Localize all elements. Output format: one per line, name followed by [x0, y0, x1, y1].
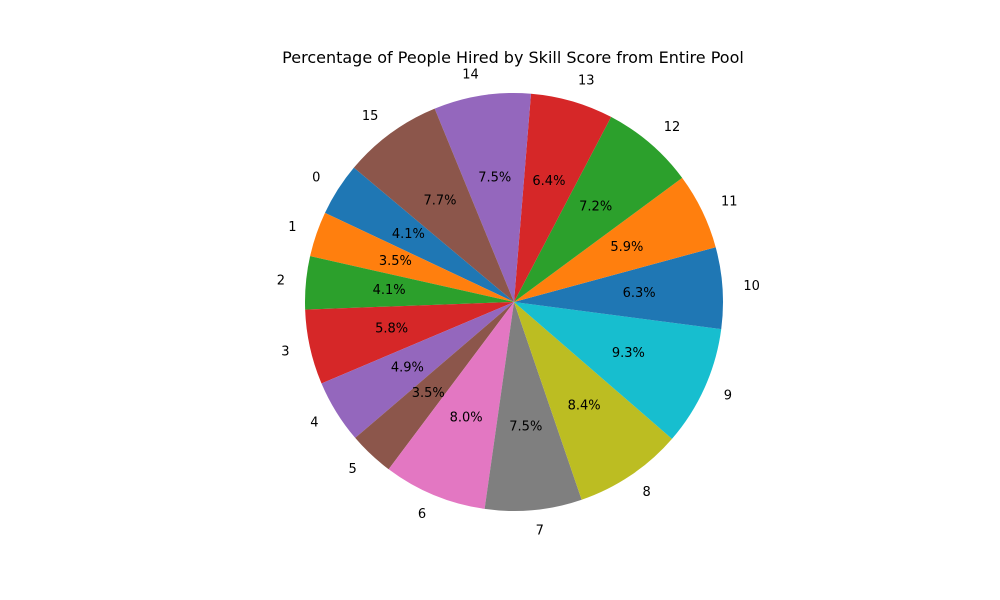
pie-percent-3: 5.8%	[375, 322, 408, 337]
pie-percent-0: 4.1%	[392, 227, 425, 242]
pie-label-2: 2	[277, 273, 285, 288]
pie-label-7: 7	[536, 523, 544, 538]
pie-percent-5: 3.5%	[412, 386, 445, 401]
pie-label-0: 0	[312, 171, 320, 186]
pie-label-5: 5	[348, 462, 356, 477]
pie-percent-15: 7.7%	[424, 193, 457, 208]
pie-label-1: 1	[288, 220, 296, 235]
pie-slice-14	[434, 92, 531, 303]
pie-label-13: 13	[578, 74, 595, 89]
pie-slice-8	[514, 302, 672, 500]
pie-slice-5	[355, 302, 514, 470]
pie-label-3: 3	[281, 344, 289, 359]
pie-percent-2: 4.1%	[373, 283, 406, 298]
pie-percent-4: 4.9%	[391, 360, 424, 375]
pie-slice-11	[514, 177, 716, 302]
pie-slice-9	[514, 302, 722, 439]
pie-percent-6: 8.0%	[450, 410, 483, 425]
pie-percentage-labels: 4.1% 3.5% 4.1% 5.8% 4.9% 3.5% 8.0% 7.5% 8.4% 9.3%…	[373, 171, 656, 435]
pie-percent-12: 7.2%	[579, 199, 612, 214]
pie-slice-6	[388, 302, 514, 509]
pie-slice-12	[514, 116, 683, 302]
pie-percent-14: 7.5%	[478, 171, 511, 186]
pie-slice-10	[514, 247, 723, 330]
pie-percent-1: 3.5%	[379, 254, 412, 269]
pie-label-9: 9	[724, 389, 732, 404]
pie-label-8: 8	[643, 485, 651, 500]
pie-slice-7	[484, 302, 582, 511]
pie-slices	[305, 92, 723, 511]
pie-label-6: 6	[418, 507, 426, 522]
pie-percent-11: 5.9%	[610, 240, 643, 255]
pie-slice-15	[353, 108, 514, 302]
pie-percent-13: 6.4%	[532, 174, 565, 189]
pie-label-10: 10	[743, 279, 760, 294]
pie-percent-10: 6.3%	[623, 286, 656, 301]
pie-label-14: 14	[462, 67, 479, 82]
pie-label-4: 4	[310, 415, 318, 430]
pie-percent-7: 7.5%	[509, 419, 542, 434]
pie-label-11: 11	[721, 194, 738, 209]
pie-slice-4	[321, 302, 514, 438]
pie-slice-13	[514, 93, 612, 302]
pie-label-12: 12	[664, 120, 681, 135]
pie-slice-1	[310, 212, 514, 302]
pie-slice-2	[305, 256, 514, 310]
chart-title: Percentage of People Hired by Skill Scor…	[282, 48, 744, 67]
pie-slice-3	[305, 302, 514, 384]
pie-percent-8: 8.4%	[568, 398, 601, 413]
pie-slice-0	[324, 167, 514, 302]
pie-percent-9: 9.3%	[612, 346, 645, 361]
pie-label-15: 15	[362, 109, 379, 124]
